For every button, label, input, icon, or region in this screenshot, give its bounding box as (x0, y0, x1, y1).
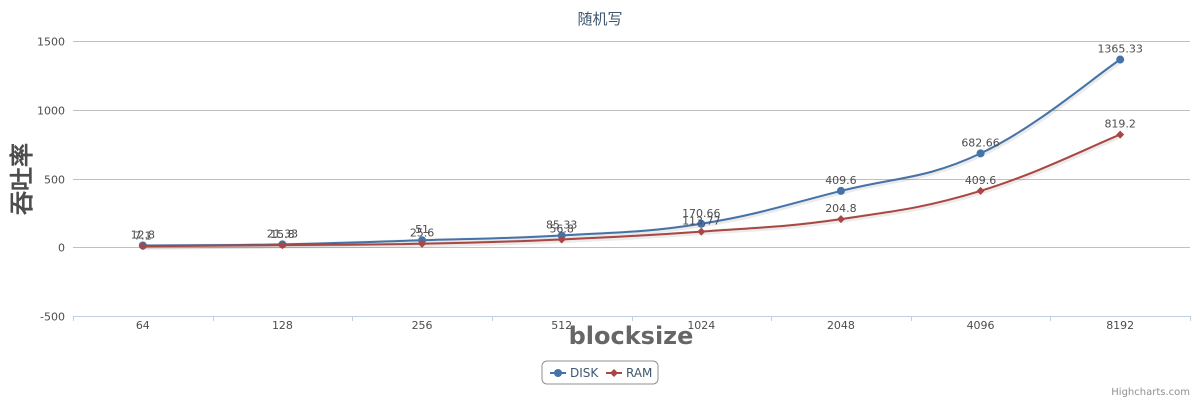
series-ram: 7.1 15.8 25.6 56.8 113.77 204.8 409.6 819.2 (134, 118, 1136, 251)
y-axis-title: 吞吐率 (8, 143, 36, 215)
x-tick-label: 256 (412, 319, 433, 332)
data-point-ram[interactable] (278, 241, 287, 250)
data-label-disk: 85.33 (546, 219, 578, 232)
legend-label: RAM (626, 366, 652, 380)
data-point-disk[interactable] (976, 149, 985, 158)
data-label-ram: 409.6 (965, 174, 997, 187)
series-line-shadow (143, 58, 1123, 249)
chart-title: 随机写 (577, 10, 622, 28)
data-label-ram: 56.8 (549, 222, 574, 235)
data-label-disk: 170.66 (682, 207, 721, 220)
data-point-disk[interactable] (697, 219, 706, 228)
legend-item-disk[interactable]: DISK (550, 366, 599, 380)
x-tick-label: 1024 (687, 319, 715, 332)
x-tick-label: 2048 (827, 319, 855, 332)
y-tick-label: 1000 (37, 105, 65, 118)
x-tick-label: 512 (551, 319, 572, 332)
data-point-disk[interactable] (836, 186, 845, 195)
data-label-disk: 409.6 (825, 174, 857, 187)
series-disk: 12.8 21.33 51 85.33 170.66 409.6 682.66 1365.33 (131, 43, 1143, 250)
data-point-ram[interactable] (836, 215, 845, 224)
data-label-ram: 25.6 (410, 227, 435, 240)
y-tick-label: 0 (58, 242, 65, 255)
data-label-disk: 682.66 (961, 136, 1000, 149)
data-label-ram: 15.8 (270, 228, 295, 241)
x-tick-label: 8192 (1106, 319, 1134, 332)
x-axis (73, 316, 1191, 321)
legend-symbol-ram[interactable] (610, 369, 618, 377)
x-tick-label: 64 (136, 319, 150, 332)
series-line-disk[interactable] (142, 58, 1121, 247)
y-tick-label: -500 (40, 311, 65, 324)
data-point-ram[interactable] (697, 227, 706, 236)
series-group: 12.8 21.33 51 85.33 170.66 409.6 682.66 1365.33… (131, 43, 1143, 251)
data-label-ram: 113.77 (682, 215, 721, 228)
credits-link[interactable]: Highcharts.com (1111, 387, 1190, 398)
legend-item-ram[interactable]: RAM (606, 366, 652, 380)
x-axis-ticks: 64 128 256 512 1024 2048 4096 8192 (136, 319, 1134, 332)
data-label-ram: 7.1 (134, 229, 152, 242)
series-line-shadow (143, 133, 1123, 250)
data-point-ram[interactable] (557, 235, 566, 244)
data-label-ram: 819.2 (1104, 118, 1136, 131)
y-tick-label: 500 (44, 174, 65, 187)
y-axis-ticks: -500 0 500 1000 1500 (37, 36, 65, 324)
data-label-disk: 1365.33 (1097, 43, 1143, 56)
data-label-ram: 204.8 (825, 202, 857, 215)
data-point-ram[interactable] (138, 242, 147, 251)
data-point-ram[interactable] (976, 186, 985, 195)
legend-symbol-disk[interactable] (554, 369, 562, 377)
legend-label: DISK (570, 366, 599, 380)
data-point-disk[interactable] (1116, 55, 1125, 64)
data-point-ram[interactable] (1116, 130, 1125, 139)
data-label-disk: 12.8 (131, 228, 156, 241)
data-point-ram[interactable] (418, 239, 427, 248)
series-line-ram[interactable] (142, 133, 1121, 248)
y-tick-label: 1500 (37, 36, 65, 49)
legend-box (541, 360, 659, 385)
x-tick-label: 4096 (967, 319, 995, 332)
x-tick-label: 128 (272, 319, 293, 332)
x-axis-title: blocksize (569, 322, 694, 350)
data-label-disk: 21.33 (267, 227, 299, 240)
legend[interactable]: DISK RAM (541, 360, 659, 385)
data-label-disk: 51 (415, 223, 429, 236)
